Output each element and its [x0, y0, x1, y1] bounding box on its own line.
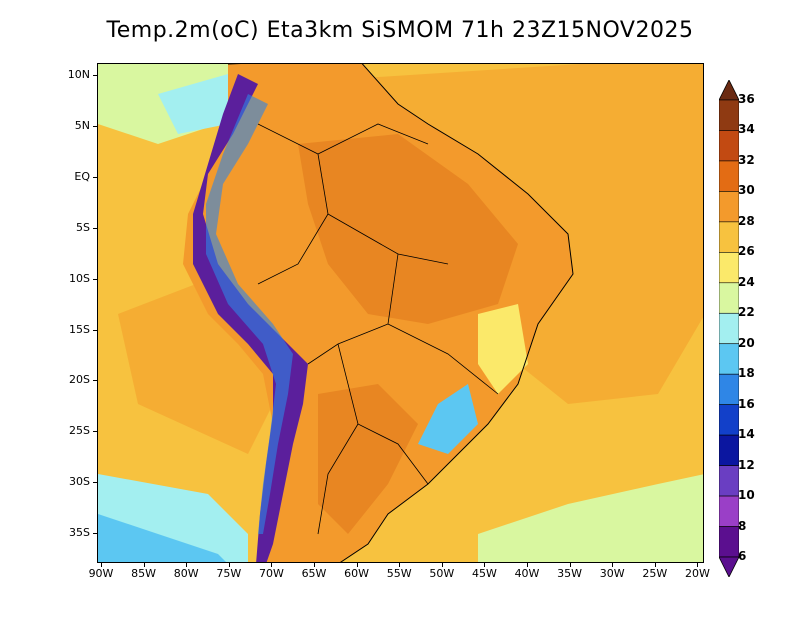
colorbar	[719, 80, 739, 577]
colorbar-swatch	[719, 526, 739, 558]
longitude-tick-label: 90W	[88, 567, 114, 580]
colorbar-label: 28	[738, 213, 755, 228]
latitude-tick-mark	[93, 75, 98, 76]
colorbar-label: 22	[738, 305, 755, 320]
longitude-tick-label: 70W	[258, 567, 284, 580]
colorbar-label: 8	[738, 518, 747, 533]
latitude-tick-label: 10N	[67, 68, 90, 81]
latitude-tick-label: 5N	[74, 118, 90, 132]
colorbar-swatch	[719, 495, 739, 527]
latitude-tick-mark	[93, 482, 98, 484]
longitude-tick-mark	[101, 562, 102, 567]
colorbar-swatch	[719, 282, 739, 314]
colorbar-label: 34	[738, 122, 755, 137]
longitude-tick-label: 75W	[216, 567, 242, 580]
andes-cordillera	[206, 94, 293, 534]
colorbar-top-arrow	[719, 80, 739, 101]
colorbar-label: 6	[738, 549, 747, 563]
colorbar-swatch	[719, 160, 739, 192]
colorbar-label: 18	[738, 366, 755, 381]
colorbar-swatch	[719, 343, 739, 375]
latitude-tick-mark	[93, 278, 98, 280]
map-title: Temp.2m(oC) Eta3km SiSMOM 71h 23Z15NOV20…	[106, 18, 694, 43]
longitude-tick-mark	[143, 562, 145, 567]
coastline	[228, 64, 574, 562]
latitude-tick-label: 20S	[69, 373, 90, 387]
longitude-tick-mark	[271, 562, 273, 567]
latitude-tick-label: 10S	[69, 271, 90, 285]
longitude-tick-label: 50W	[429, 567, 455, 580]
latitude-tick-mark	[93, 176, 98, 178]
longitude-tick-label: 20W	[684, 567, 710, 580]
latitude-tick-mark	[93, 227, 98, 229]
hot-land-area	[298, 134, 518, 324]
longitude-tick-label: 85W	[131, 567, 157, 580]
colorbar-swatch	[719, 465, 739, 497]
latitude-tick-label: 25S	[69, 424, 90, 438]
longitude-tick-mark	[356, 562, 358, 567]
longitude-tick-label: 60W	[344, 567, 370, 580]
mild-land-area	[478, 304, 528, 394]
colorbar-label: 10	[738, 488, 755, 503]
latitude-tick-label: 5S	[76, 220, 90, 234]
longitude-tick-label: 65W	[301, 567, 327, 580]
longitude-tick-label: 40W	[514, 567, 540, 580]
longitude-tick-label: 55W	[386, 567, 412, 580]
temperature-map	[98, 64, 703, 562]
latitude-tick-label: 30S	[69, 475, 90, 489]
colorbar-label: 12	[738, 457, 755, 472]
colorbar-swatch	[719, 434, 739, 466]
latitude-tick-mark	[93, 329, 98, 331]
colorbar-swatch	[719, 252, 739, 284]
colorbar-swatch	[719, 404, 739, 436]
latitude-tick-mark	[93, 125, 98, 127]
latitude-tick-label: 15S	[69, 322, 90, 336]
hot-land-area	[318, 384, 418, 534]
colorbar-swatch	[719, 312, 739, 345]
colorbar-swatch	[719, 373, 739, 405]
longitude-tick-mark	[314, 562, 315, 567]
colorbar-label: 14	[738, 427, 755, 442]
cool-ocean-area	[98, 514, 226, 562]
country-borders	[257, 123, 499, 535]
latitude-tick-mark	[93, 533, 98, 535]
latitude-tick-mark	[93, 380, 98, 382]
colorbar-swatch	[719, 99, 739, 131]
longitude-tick-mark	[186, 562, 188, 567]
longitude-tick-mark	[484, 562, 486, 567]
map-plot-area	[97, 63, 704, 563]
cool-ocean-area	[478, 474, 703, 562]
longitude-tick-mark	[697, 562, 699, 567]
colorbar-bottom-arrow	[719, 556, 739, 577]
cool-land-area	[418, 384, 478, 454]
latitude-tick-label: 35S	[69, 526, 90, 540]
latitude-tick-label: EQ	[74, 169, 90, 183]
colorbar-label: 26	[738, 244, 755, 259]
longitude-tick-mark	[527, 562, 528, 567]
latitude-tick-mark	[93, 431, 98, 433]
longitude-tick-label: 30W	[599, 567, 625, 580]
longitude-tick-mark	[654, 562, 656, 567]
colorbar-label: 20	[738, 335, 755, 350]
longitude-tick-mark	[441, 562, 443, 567]
colorbar-swatch	[719, 191, 739, 223]
longitude-tick-mark	[228, 562, 230, 567]
colorbar-label: 30	[738, 183, 755, 198]
longitude-tick-mark	[612, 562, 614, 567]
longitude-tick-label: 25W	[642, 567, 668, 580]
cool-ocean-area	[158, 74, 228, 134]
longitude-tick-mark	[399, 562, 401, 567]
colorbar-label: 36	[738, 92, 755, 106]
colorbar-swatch	[719, 130, 739, 162]
colorbar-label: 32	[738, 152, 755, 167]
longitude-tick-label: 80W	[173, 567, 199, 580]
colorbar-label: 16	[738, 396, 755, 411]
colorbar-label: 24	[738, 274, 755, 289]
longitude-tick-mark	[569, 562, 571, 567]
colorbar-swatch	[719, 221, 739, 253]
longitude-tick-label: 45W	[471, 567, 497, 580]
longitude-tick-label: 35W	[557, 567, 583, 580]
